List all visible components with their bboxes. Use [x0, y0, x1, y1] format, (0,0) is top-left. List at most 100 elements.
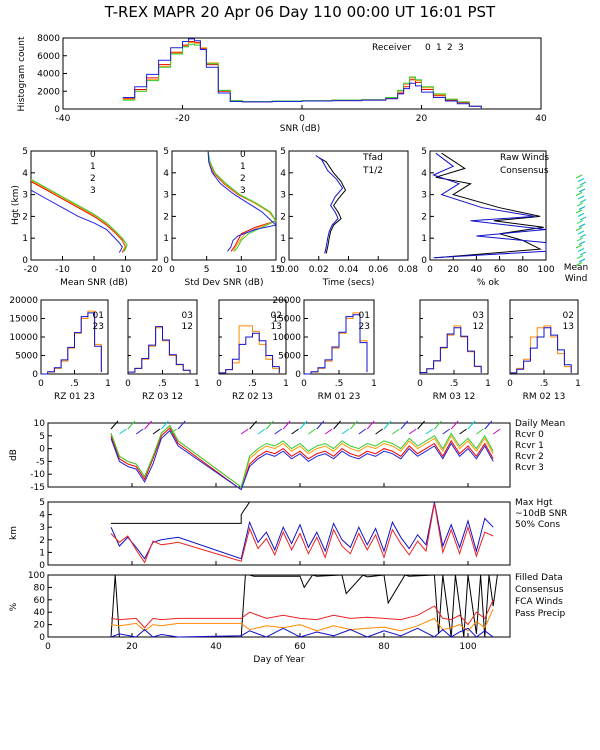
series-0 — [30, 181, 127, 253]
wind-barb — [578, 258, 586, 263]
x-tick-label: 0.00 — [279, 265, 299, 275]
y-tick-label: 4 — [163, 169, 169, 179]
wind-barb — [350, 420, 358, 430]
y-tick-label: 6000 — [37, 52, 60, 62]
y-tick-label: 0 — [39, 633, 45, 643]
wind-barb — [577, 248, 585, 252]
y-tick-label: 5 — [39, 432, 45, 442]
legend-entry: 0 — [90, 150, 96, 160]
x-tick-label: .5 — [248, 379, 257, 389]
wind-barb — [579, 199, 587, 203]
y-tick-label: 1 — [39, 548, 45, 558]
legend-entry: 1 — [436, 43, 442, 53]
series-13 — [219, 332, 280, 374]
y-tick-label: 5 — [163, 147, 169, 157]
x-tick-label: .5 — [158, 379, 167, 389]
series-23 — [41, 312, 102, 375]
legend-entry: 01 — [359, 311, 370, 321]
wind-barb — [341, 428, 350, 435]
series-1 — [30, 179, 127, 252]
x-axis-label: RZ 03 12 — [142, 392, 183, 402]
x-axis-label: Time (secs) — [322, 278, 375, 288]
y-tick-label: 1 — [163, 234, 169, 244]
legend-entry: 01 — [93, 311, 104, 321]
x-axis-label: % ok — [477, 278, 500, 288]
y-tick-label: 100 — [28, 571, 45, 581]
legend-entry: 23 — [93, 322, 104, 332]
y-tick-label: 5 — [39, 498, 45, 508]
wind-barb — [577, 178, 585, 182]
series-03 — [420, 325, 482, 373]
wind-barb — [578, 223, 586, 228]
series-3 — [30, 189, 123, 253]
series-Max Hgt — [111, 501, 502, 524]
x-tick-label: -20 — [175, 114, 190, 124]
x-tick-label: 100 — [459, 642, 476, 652]
wind-barb — [240, 428, 249, 435]
legend-entry: T1/2 — [362, 166, 383, 176]
legend-entry: 02 — [563, 311, 574, 321]
wind-barb — [575, 262, 583, 266]
x-tick-label: 1 — [283, 379, 289, 389]
wind-barb — [169, 428, 178, 435]
x-axis-label: RM 03 12 — [433, 392, 476, 402]
wind-barb — [575, 192, 583, 196]
x-tick-label: .5 — [540, 379, 549, 389]
series-03 — [128, 327, 191, 374]
y-axis-label: Hgt (km) — [11, 185, 21, 225]
y-axis-label: Histogram count — [17, 36, 27, 111]
series-2 — [122, 43, 482, 109]
wind-barb — [576, 202, 584, 207]
series-50% Cons — [110, 503, 494, 564]
legend-entry: Rcvr 1 — [515, 441, 544, 451]
y-tick-label: 80 — [34, 583, 46, 593]
y-tick-label: 3 — [421, 191, 427, 201]
series-Consensus — [432, 152, 547, 259]
y-tick-label: 3 — [39, 523, 45, 533]
y-tick-label: 2 — [421, 212, 427, 222]
x-tick-label: 0 — [45, 642, 51, 652]
y-tick-label: -15 — [30, 483, 45, 493]
y-tick-label: 8000 — [37, 34, 60, 44]
x-axis-label: SNR (dB) — [280, 124, 320, 134]
wind-barb — [324, 428, 333, 435]
x-tick-label: -20 — [24, 265, 39, 275]
x-tick-label: 0 — [507, 379, 513, 389]
legend-entry: Pass Precip — [515, 609, 566, 619]
wind-barb — [400, 420, 409, 430]
series-02 — [219, 325, 280, 374]
wind-barb — [579, 216, 587, 221]
x-tick-label: 15 — [270, 265, 281, 275]
wind-barb — [144, 420, 152, 430]
y-tick-label: 2 — [163, 212, 169, 222]
wind-barb — [127, 420, 136, 430]
legend-entry: FCA Winds — [515, 597, 563, 607]
legend-entry: Consensus — [500, 166, 549, 176]
y-tick-label: 2 — [39, 536, 45, 546]
wind-barb — [577, 195, 585, 200]
legend-entry: 13 — [563, 322, 574, 332]
wind-barb — [476, 428, 484, 435]
plot-frame — [429, 150, 547, 261]
wind-barb — [249, 420, 257, 430]
legend-entry: 2 — [90, 174, 96, 184]
legend-entry: 1 — [240, 162, 246, 172]
x-tick-label: -40 — [56, 114, 71, 124]
x-axis-label: RZ 02 13 — [232, 392, 273, 402]
y-tick-label: 3 — [22, 191, 28, 201]
x-tick-label: 0.02 — [309, 265, 329, 275]
x-tick-label: 1 — [371, 379, 377, 389]
series-1 — [207, 150, 277, 252]
x-tick-label: 0.08 — [398, 265, 418, 275]
series-12 — [420, 327, 482, 373]
y-tick-label: 2000 — [37, 87, 60, 97]
wind-barb — [467, 420, 476, 430]
wind-barb — [333, 420, 341, 430]
wind-barb — [375, 428, 383, 435]
wind-barb — [417, 420, 425, 430]
wind-barb — [110, 420, 119, 430]
series-2 — [30, 178, 128, 252]
x-tick-label: 60 — [294, 642, 306, 652]
